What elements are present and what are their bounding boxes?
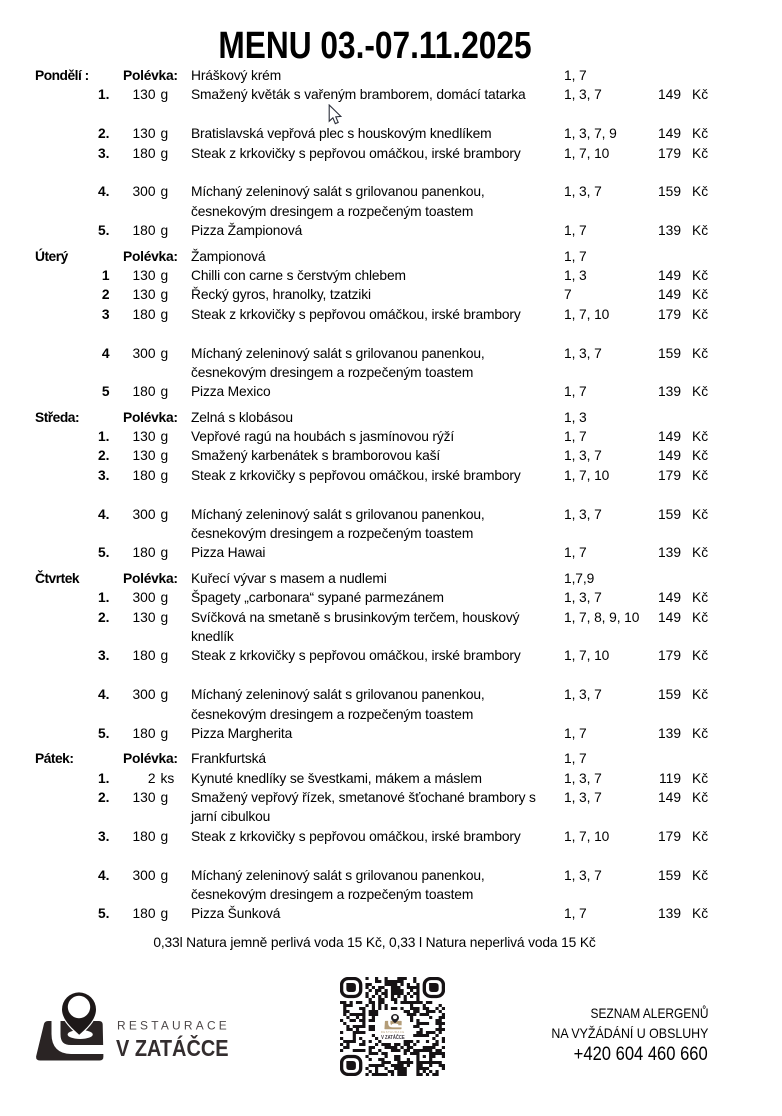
svg-text:V ZATÁČCE: V ZATÁČCE: [116, 1034, 229, 1061]
svg-text:RESTAURACE: RESTAURACE: [380, 1030, 404, 1034]
svg-text:V ZATÁČCE: V ZATÁČCE: [381, 1034, 405, 1041]
svg-text:RESTAURACE: RESTAURACE: [117, 1020, 230, 1033]
